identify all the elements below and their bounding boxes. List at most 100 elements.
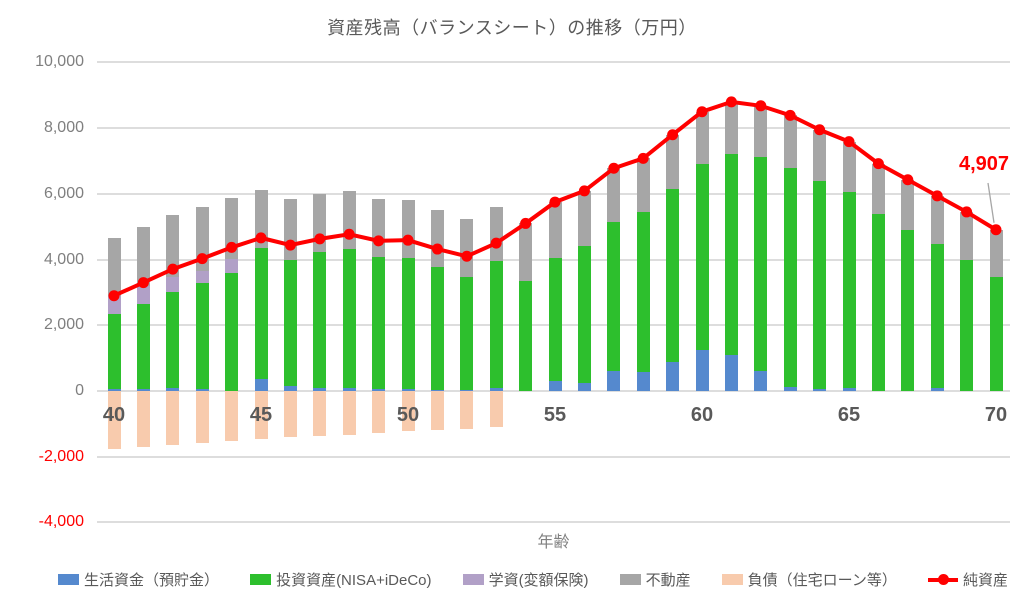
bar-60-investment bbox=[695, 164, 709, 350]
bar-49-debt bbox=[372, 391, 386, 434]
bar-42-savings bbox=[166, 388, 180, 391]
bar-40-savings bbox=[107, 389, 121, 391]
bar-69-realestate bbox=[960, 211, 974, 260]
bar-55-savings bbox=[548, 381, 562, 391]
bar-50-investment bbox=[401, 257, 415, 390]
bar-40-debt bbox=[107, 391, 121, 449]
legend-swatch-realestate bbox=[619, 573, 641, 585]
bar-50-realestate bbox=[401, 199, 415, 258]
chart-title: 資産残高（バランスシート）の推移（万円） bbox=[327, 18, 697, 38]
bar-62-realestate bbox=[754, 105, 768, 158]
bar-49-realestate bbox=[372, 198, 386, 257]
bar-64-savings bbox=[813, 389, 827, 391]
x-axis-tick-label-45: 45 bbox=[249, 404, 273, 426]
bar-42-investment bbox=[166, 291, 180, 389]
bar-44-investment bbox=[225, 272, 239, 391]
bar-48-investment bbox=[342, 248, 356, 389]
bar-70-investment bbox=[989, 276, 1003, 391]
x-axis-tick-label-60: 60 bbox=[690, 404, 714, 426]
bar-52-savings bbox=[460, 390, 474, 391]
bar-58-realestate bbox=[636, 158, 650, 212]
bar-52-realestate bbox=[460, 218, 474, 278]
y-axis-tick-label: -2,000 bbox=[38, 447, 84, 465]
x-axis-tick-label-65: 65 bbox=[837, 404, 861, 426]
bar-48-realestate bbox=[342, 190, 356, 249]
bar-43-investment bbox=[195, 282, 209, 390]
bar-43-realestate bbox=[195, 207, 209, 272]
x-axis-title: 年齢 bbox=[537, 534, 570, 551]
bar-43-debt bbox=[195, 391, 209, 443]
bar-45-investment bbox=[254, 248, 268, 380]
bar-41-debt bbox=[136, 391, 150, 447]
bar-49-savings bbox=[372, 389, 386, 391]
bar-42-realestate bbox=[166, 215, 180, 277]
bar-41-investment bbox=[136, 303, 150, 390]
bar-58-savings bbox=[636, 372, 650, 391]
gridline-y--2000 bbox=[97, 455, 1010, 458]
bar-48-debt bbox=[342, 391, 356, 435]
bar-44-debt bbox=[225, 391, 239, 441]
bar-59-realestate bbox=[666, 134, 680, 189]
legend-swatch-savings bbox=[58, 573, 79, 585]
bar-63-investment bbox=[783, 167, 797, 387]
bar-65-savings bbox=[842, 388, 856, 391]
legend-item-networth: 純資産 bbox=[927, 569, 1008, 590]
bar-63-savings bbox=[783, 386, 797, 391]
bar-60-realestate bbox=[695, 111, 709, 165]
bar-54-investment bbox=[519, 280, 533, 391]
bar-66-investment bbox=[871, 214, 885, 391]
bar-55-realestate bbox=[548, 202, 562, 258]
bar-59-investment bbox=[666, 188, 680, 363]
bar-40-investment bbox=[107, 313, 121, 390]
bar-57-investment bbox=[607, 222, 621, 372]
bar-64-investment bbox=[813, 181, 827, 390]
y-axis-tick-label: 10,000 bbox=[35, 53, 84, 71]
bar-57-savings bbox=[607, 371, 621, 391]
bar-46-savings bbox=[283, 386, 297, 391]
bar-42-education bbox=[166, 276, 180, 292]
y-axis-tick-label: 6,000 bbox=[43, 184, 84, 202]
bar-50-savings bbox=[401, 389, 415, 391]
bar-40-realestate bbox=[107, 238, 121, 296]
bar-53-investment bbox=[489, 260, 503, 388]
bar-53-debt bbox=[489, 391, 503, 428]
bar-61-savings bbox=[724, 354, 738, 391]
bar-51-debt bbox=[430, 391, 444, 430]
bar-40-education bbox=[107, 295, 121, 314]
legend-swatch-education bbox=[462, 573, 484, 585]
y-axis-tick-label: 2,000 bbox=[43, 316, 84, 334]
legend-label-networth: 純資産 bbox=[962, 571, 1008, 589]
value-callout: 4,907 bbox=[958, 153, 1010, 175]
gridline-y-8000 bbox=[97, 127, 1010, 130]
bar-47-debt bbox=[313, 391, 327, 436]
legend-label-savings: 生活資金（預貯金） bbox=[84, 571, 220, 589]
legend-swatch-investment bbox=[250, 573, 272, 585]
bar-62-savings bbox=[754, 371, 768, 391]
y-axis-tick-label: 8,000 bbox=[43, 119, 84, 137]
bar-43-education bbox=[195, 271, 209, 283]
x-axis-tick-label-55: 55 bbox=[543, 404, 567, 426]
bar-68-realestate bbox=[930, 195, 944, 244]
bar-58-investment bbox=[636, 211, 650, 373]
bar-46-debt bbox=[283, 391, 297, 438]
bar-53-realestate bbox=[489, 207, 503, 261]
legend-label-realestate: 不動産 bbox=[645, 571, 691, 589]
bar-67-realestate bbox=[901, 179, 915, 230]
bar-46-investment bbox=[283, 259, 297, 387]
legend-line-marker-networth bbox=[927, 573, 958, 585]
bar-56-savings bbox=[577, 382, 591, 391]
bar-68-savings bbox=[930, 388, 944, 391]
bar-51-savings bbox=[430, 389, 444, 391]
bar-53-savings bbox=[489, 387, 503, 391]
bar-44-realestate bbox=[225, 197, 239, 259]
callout-leader-line bbox=[987, 182, 995, 223]
bar-50-debt bbox=[401, 391, 415, 432]
bar-61-realestate bbox=[724, 101, 738, 155]
bar-66-realestate bbox=[871, 163, 885, 215]
y-axis-tick-label: 4,000 bbox=[43, 250, 84, 268]
legend-label-education: 学資(変額保険) bbox=[488, 571, 589, 589]
legend-label-investment: 投資資産(NISA+iDeCo) bbox=[276, 571, 432, 589]
bar-47-savings bbox=[313, 387, 327, 391]
bar-52-debt bbox=[460, 391, 474, 429]
